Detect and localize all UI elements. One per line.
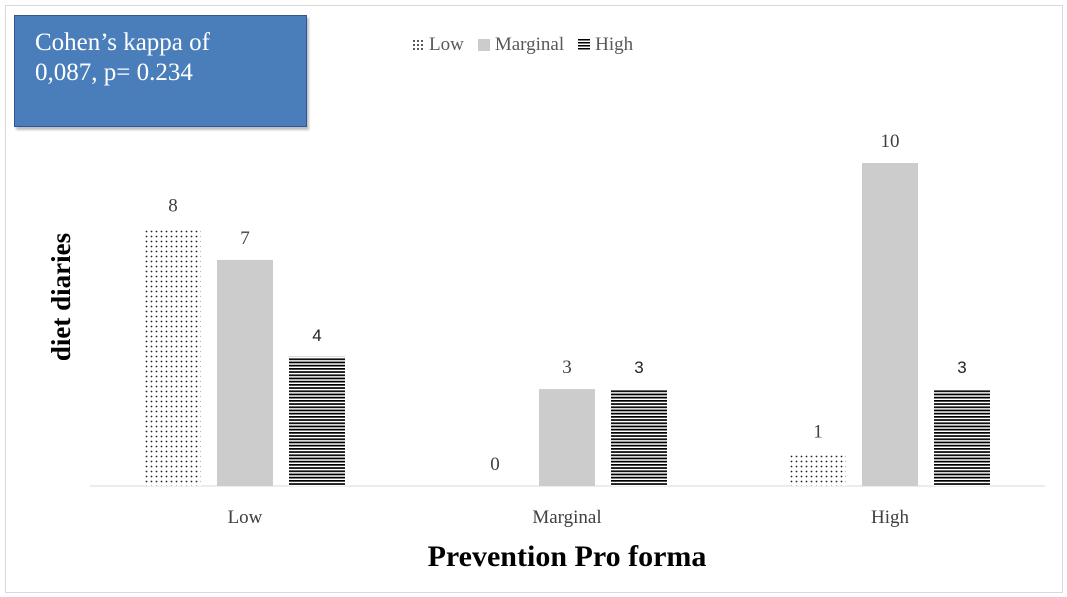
legend-item-marginal: Marginal: [477, 34, 565, 56]
data-label-low-high: 4: [312, 326, 321, 345]
bar-high-marginal: [862, 163, 918, 486]
data-label-high-low: 1: [813, 422, 823, 443]
data-label-low-marginal: 7: [240, 228, 250, 249]
legend-item-high: High: [578, 34, 633, 56]
data-label-marginal-low: 0: [490, 454, 500, 475]
bar-high-high: [934, 389, 990, 486]
x-axis-title: Prevention Pro forma: [428, 540, 707, 573]
bar-marginal-high: [611, 389, 667, 486]
bar-high-low: [790, 453, 846, 486]
annotation-line-2: 0,087, p= 0.234: [35, 59, 193, 86]
legend-label-low: Low: [429, 34, 464, 55]
bar-low-low: [145, 227, 201, 486]
legend-swatch-marginal: [477, 39, 490, 51]
legend: Low Marginal High: [412, 34, 633, 56]
annotation-line-1: Cohen’s kappa of: [35, 29, 210, 56]
legend-label-high: High: [595, 34, 634, 55]
data-label-marginal-high: 3: [634, 358, 643, 377]
legend-swatch-low: [412, 39, 424, 51]
legend-label-marginal: Marginal: [494, 34, 565, 55]
data-label-high-marginal: 10: [881, 131, 900, 152]
legend-item-low: Low: [412, 34, 464, 56]
bar-low-high: [289, 356, 345, 486]
bar-marginal-marginal: [539, 389, 595, 486]
kappa-annotation-box: Cohen’s kappa of 0,087, p= 0.234: [14, 15, 307, 127]
data-label-marginal-marginal: 3: [562, 357, 572, 378]
y-axis-title: diet diaries: [46, 233, 76, 361]
bar-low-marginal: [217, 259, 273, 486]
legend-swatch-high: [578, 39, 591, 51]
x-tick-label-high: High: [871, 507, 910, 528]
x-tick-label-low: Low: [228, 507, 263, 528]
data-label-high-high: 3: [957, 358, 966, 377]
data-label-low-low: 8: [168, 196, 178, 217]
x-tick-label-marginal: Marginal: [532, 507, 601, 528]
